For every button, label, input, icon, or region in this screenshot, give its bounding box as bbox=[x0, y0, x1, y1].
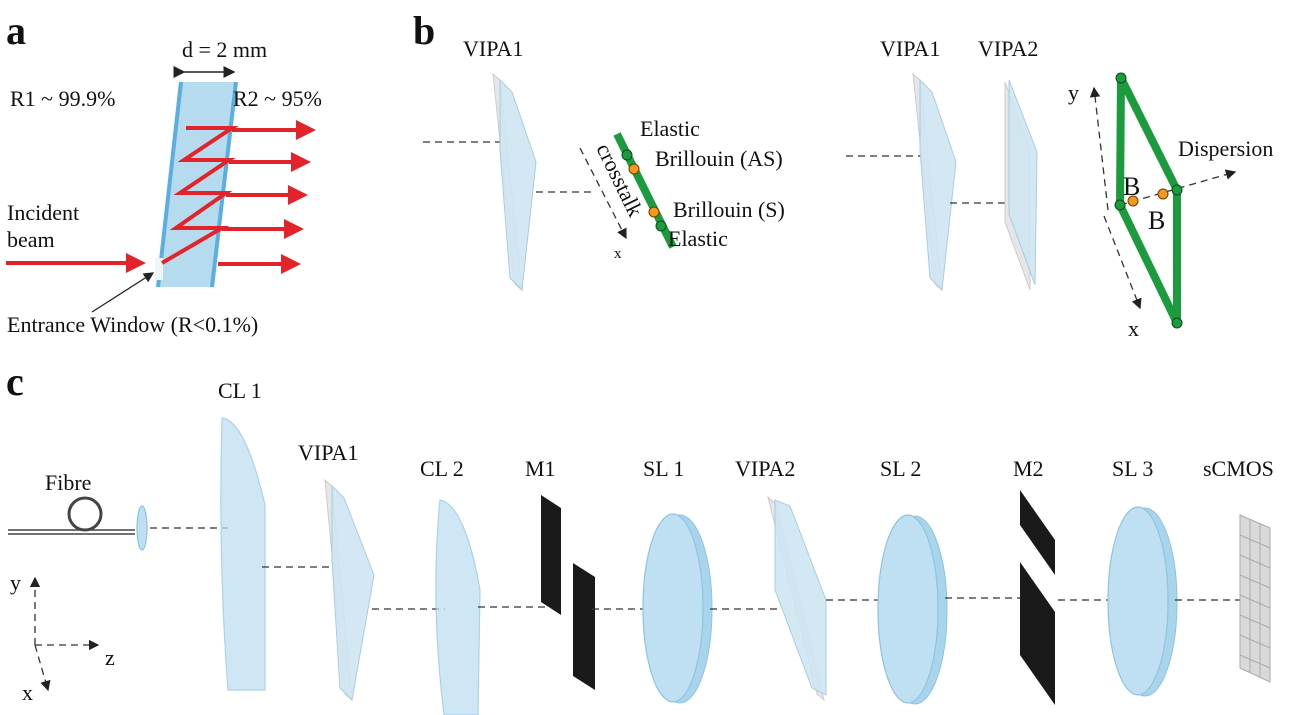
thickness-label: d = 2 mm bbox=[182, 37, 267, 62]
b-label: B bbox=[1123, 172, 1140, 201]
panel-b: b VIPA1 Elastic Brillouin (AS) crosstalk… bbox=[413, 8, 1273, 341]
incident-label: Incident bbox=[7, 200, 79, 225]
axis-y bbox=[1094, 88, 1108, 210]
component-label: M1 bbox=[525, 456, 556, 481]
vipa-plate bbox=[500, 80, 536, 290]
mirror bbox=[1020, 562, 1055, 705]
dispersion-label: Dispersion bbox=[1178, 136, 1273, 161]
r2-label: R2 ~ 95% bbox=[233, 86, 322, 111]
panel-a: a d = 2 mm R1 ~ 99.9% R2 ~ 95% Incident … bbox=[6, 8, 322, 337]
mirror bbox=[573, 563, 595, 690]
elastic-label: Elastic bbox=[640, 116, 700, 141]
fibre bbox=[8, 530, 135, 534]
component-label: VIPA1 bbox=[298, 440, 358, 465]
elastic-peak bbox=[1172, 318, 1182, 328]
window-label: Entrance Window (R<0.1%) bbox=[7, 312, 258, 337]
spherical-lens bbox=[643, 514, 703, 702]
axis-label: x bbox=[614, 246, 622, 262]
axis-x bbox=[35, 645, 48, 690]
elastic-peak bbox=[656, 221, 666, 231]
panel-c: c y z x Fibre CL 1 VIPA1 CL 2 M1 SL 1 VI… bbox=[6, 359, 1274, 715]
mirror bbox=[1020, 490, 1055, 575]
cylindrical-lens bbox=[221, 418, 265, 690]
spherical-lens bbox=[878, 515, 938, 703]
brillouin-peak bbox=[1158, 189, 1168, 199]
collimator bbox=[137, 506, 147, 550]
brillouin-s-label: Brillouin (S) bbox=[673, 197, 785, 222]
elastic-label: Elastic bbox=[668, 226, 728, 251]
axis-label: x bbox=[1128, 316, 1139, 341]
component-label: CL 1 bbox=[218, 378, 262, 403]
vipa-plate bbox=[332, 486, 374, 700]
vipa-label: VIPA1 bbox=[463, 36, 523, 61]
axis-label: y bbox=[10, 570, 21, 595]
r1-label: R1 ~ 99.9% bbox=[10, 86, 115, 111]
vipa-plate bbox=[920, 80, 956, 290]
cylindrical-lens bbox=[436, 500, 480, 715]
brillouin-peak bbox=[649, 207, 659, 217]
mirror bbox=[541, 495, 561, 615]
vipa-label: VIPA2 bbox=[978, 36, 1038, 61]
brillouin-as-label: Brillouin (AS) bbox=[655, 146, 783, 171]
vipa-plate bbox=[775, 500, 826, 695]
component-label: CL 2 bbox=[420, 456, 464, 481]
panel-label: c bbox=[6, 359, 24, 404]
axis-label: y bbox=[1068, 80, 1079, 105]
component-label: VIPA2 bbox=[735, 456, 795, 481]
elastic-peak bbox=[1172, 185, 1182, 195]
spherical-lens bbox=[1108, 507, 1168, 695]
component-label: SL 3 bbox=[1112, 456, 1153, 481]
component-label: sCMOS bbox=[1203, 456, 1274, 481]
incident-label: beam bbox=[7, 227, 55, 252]
panel-label: b bbox=[413, 8, 435, 53]
panel-label: a bbox=[6, 8, 26, 53]
component-label: M2 bbox=[1013, 456, 1044, 481]
vipa-label: VIPA1 bbox=[880, 36, 940, 61]
component-label: SL 1 bbox=[643, 456, 684, 481]
elastic-peak bbox=[1115, 200, 1125, 210]
axis-label: z bbox=[105, 645, 115, 670]
elastic-peak bbox=[1116, 73, 1126, 83]
window-arrow bbox=[92, 273, 153, 312]
b-label: B bbox=[1148, 206, 1165, 235]
component-label: Fibre bbox=[45, 470, 91, 495]
axis-label: x bbox=[22, 680, 33, 705]
fibre-loop bbox=[69, 498, 101, 530]
figure: a d = 2 mm R1 ~ 99.9% R2 ~ 95% Incident … bbox=[0, 0, 1301, 715]
component-label: SL 2 bbox=[880, 456, 921, 481]
